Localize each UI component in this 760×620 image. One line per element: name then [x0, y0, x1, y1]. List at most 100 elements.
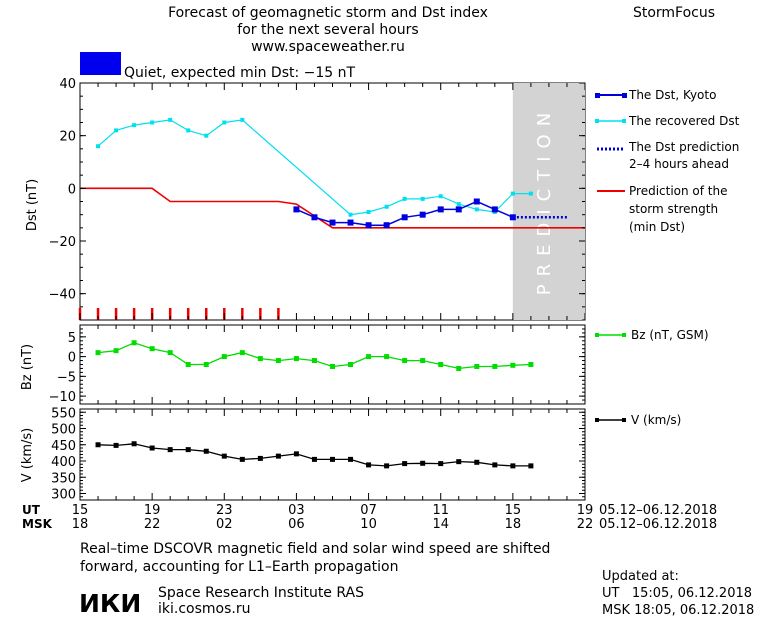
dst-recovered-point — [366, 210, 371, 215]
dst-recovered-point — [132, 123, 137, 128]
ut-tick-label: 23 — [216, 503, 233, 518]
storm-strength-line — [80, 187, 585, 229]
dst-recovered-point — [510, 191, 515, 196]
bz-axis-label: Bz (nT) — [20, 344, 35, 390]
dst-recovered-point — [402, 196, 407, 201]
msk-label: MSK — [22, 517, 53, 531]
brand-label: StormFocus — [633, 5, 715, 21]
msk-tick-label: 18 — [505, 517, 522, 532]
bz-point — [384, 354, 390, 360]
chart-title-line-2: for the next several hours — [237, 22, 418, 38]
bz-point — [293, 356, 299, 362]
bz-point — [275, 358, 281, 364]
bz-point — [438, 362, 444, 367]
dst-recovered-point — [150, 120, 155, 125]
speed-point — [221, 453, 227, 459]
v-legend: V (km/s) — [595, 413, 681, 427]
status-text: Quiet, expected min Dst: −15 nT — [124, 65, 356, 81]
dst-kyoto-point — [293, 206, 300, 213]
bz-ytick-label: −10 — [49, 390, 76, 405]
bz-point — [239, 350, 245, 356]
dst-recovered-point — [240, 117, 245, 122]
updated-label: Updated at: — [602, 569, 679, 584]
dst-ytick-label: 40 — [59, 77, 76, 92]
speed-point — [492, 462, 498, 468]
speed-point — [275, 453, 281, 459]
speed-point — [311, 456, 317, 462]
footer-note-line-2: forward, accounting for L1–Earth propaga… — [80, 559, 399, 575]
legend-strength-label-2: storm strength — [629, 202, 718, 216]
dst-recovered-point — [528, 191, 533, 196]
chart-title-url: www.spaceweather.ru — [251, 39, 405, 55]
institute-name: Space Research Institute RAS — [158, 585, 364, 601]
bz-ytick-label: 5 — [68, 331, 76, 346]
updated-ut: UT 15:05, 06.12.2018 — [602, 586, 752, 601]
bz-point — [113, 348, 119, 354]
dst-recovered-point — [474, 207, 479, 212]
legend-recovered-label: The recovered Dst — [628, 114, 740, 128]
legend-prediction-label-2: 2–4 hours ahead — [629, 157, 729, 171]
legend-bz-label: Bz (nT, GSM) — [631, 328, 709, 342]
bz-point — [402, 358, 408, 364]
dst-recovered-point — [384, 204, 389, 209]
bz-ytick-label: −5 — [57, 370, 76, 385]
bz-point — [131, 340, 137, 346]
msk-tick-label: 10 — [360, 517, 377, 532]
bz-line — [97, 342, 531, 370]
dst-ytick-label: 0 — [68, 182, 76, 197]
v-panel-frame — [79, 408, 586, 501]
speed-line — [97, 443, 531, 467]
speed-point — [474, 459, 480, 465]
dst-recovered-point — [96, 144, 101, 149]
dst-axis-label: Dst (nT) — [25, 179, 40, 231]
dst-kyoto-point — [329, 219, 336, 226]
msk-tick-label: 18 — [72, 517, 89, 532]
bz-ytick-label: 0 — [68, 351, 76, 366]
speed-point — [239, 456, 245, 462]
bz-point — [95, 350, 101, 356]
v-ytick-label: 300 — [51, 488, 76, 503]
legend-kyoto-marker-b — [622, 93, 627, 98]
bz-point — [203, 362, 209, 367]
speed-point — [510, 463, 516, 469]
bz-point — [528, 362, 534, 367]
dst-kyoto-point — [419, 211, 426, 218]
dst-recovered-point — [186, 128, 191, 133]
prediction-zone-label: PREDICTION — [534, 105, 555, 295]
bz-point — [185, 362, 191, 367]
dst-recovered-point — [114, 128, 119, 133]
msk-tick-label: 02 — [216, 517, 233, 532]
legend-v-marker-b — [622, 418, 626, 422]
dst-ytick-label: 20 — [59, 130, 76, 145]
ut-tick-label: 15 — [505, 503, 522, 518]
legend-bz-marker-b — [622, 333, 626, 337]
legend-recovered: The recovered Dst — [595, 114, 740, 128]
legend-recovered-marker-a — [595, 119, 599, 123]
speed-point — [131, 441, 137, 447]
ut-tick-label: 19 — [577, 503, 594, 518]
ut-date-range: 05.12–06.12.2018 — [599, 503, 717, 518]
speed-point — [402, 461, 408, 467]
speed-point — [185, 447, 191, 453]
bz-point — [474, 363, 480, 369]
dst-kyoto-point — [509, 214, 516, 221]
speed-point — [293, 451, 299, 457]
v-ytick-label: 500 — [51, 423, 76, 438]
dst-recovered-point — [420, 196, 425, 201]
dst-kyoto-point — [311, 214, 318, 221]
speed-point — [438, 461, 444, 467]
dst-kyoto-point — [473, 198, 480, 205]
msk-date-range: 05.12–06.12.2018 — [599, 517, 717, 532]
msk-tick-label: 22 — [144, 517, 161, 532]
dst-kyoto-point — [491, 206, 498, 213]
bz-point — [456, 365, 462, 371]
dst-kyoto-point — [401, 214, 408, 221]
legend-bz-marker-a — [595, 333, 599, 337]
prediction-zone — [512, 83, 585, 320]
speed-point — [366, 462, 372, 468]
dst-kyoto-point — [383, 222, 390, 229]
dst-kyoto-line — [296, 200, 514, 226]
bz-point — [257, 356, 263, 362]
speed-point — [257, 455, 263, 461]
